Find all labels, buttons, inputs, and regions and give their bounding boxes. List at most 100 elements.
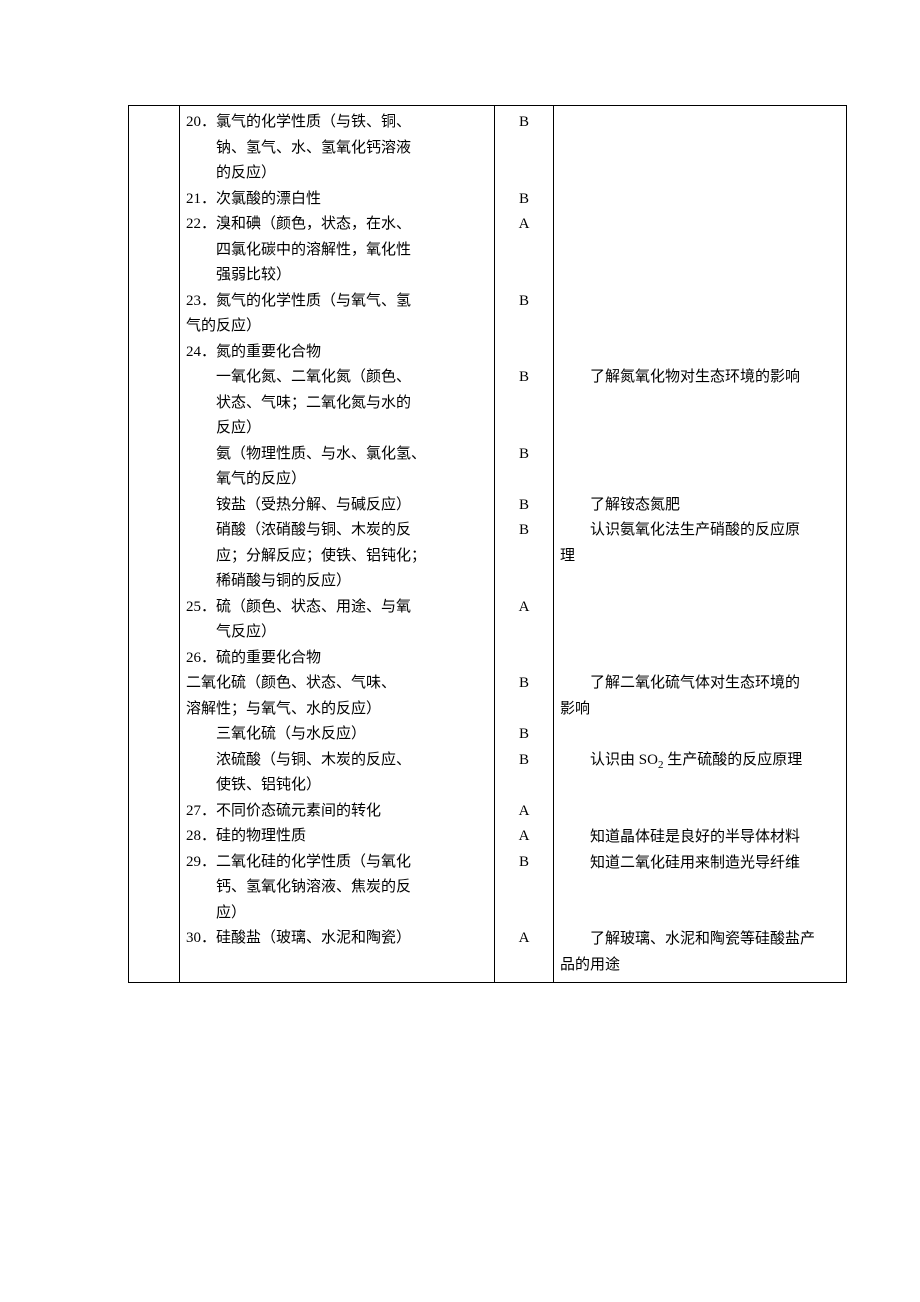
content-line: 应；分解反应；使铁、铝钝化； bbox=[186, 544, 488, 570]
content-line: 22．溴和碘（颜色，状态，在水、 bbox=[186, 212, 488, 238]
content-line: 硝酸（浓硝酸与铜、木炭的反 bbox=[186, 518, 488, 544]
level-line: A bbox=[501, 824, 547, 850]
level-line bbox=[501, 467, 547, 493]
note-line: 了解氮氧化物对生态环境的影响 bbox=[560, 365, 840, 391]
level-line: B bbox=[501, 518, 547, 544]
level-line: B bbox=[501, 110, 547, 136]
content-line: 状态、气味；二氧化氮与水的 bbox=[186, 391, 488, 417]
content-line: 强弱比较） bbox=[186, 263, 488, 289]
syllabus-table: 20．氯气的化学性质（与铁、铜、钠、氢气、水、氢氧化钙溶液的反应）21．次氯酸的… bbox=[128, 105, 847, 983]
level-line bbox=[501, 569, 547, 595]
content-line: 三氧化硫（与水反应） bbox=[186, 722, 488, 748]
content-line: 气反应） bbox=[186, 620, 488, 646]
col-d-cell: 了解氮氧化物对生态环境的影响 了解铵态氮肥认识氨氧化法生产硝酸的反应原理 了解二… bbox=[554, 106, 847, 983]
note-line: 了解二氧化硫气体对生态环境的 bbox=[560, 671, 840, 697]
level-line bbox=[501, 136, 547, 162]
level-line: B bbox=[501, 187, 547, 213]
content-line: 浓硫酸（与铜、木炭的反应、 bbox=[186, 748, 488, 774]
note-line bbox=[560, 187, 840, 213]
col-c-cell: B BA B B B BB A B BB AAB A bbox=[495, 106, 554, 983]
content-line: 26．硫的重要化合物 bbox=[186, 646, 488, 672]
level-line bbox=[501, 314, 547, 340]
note-line bbox=[560, 263, 840, 289]
content-line: 铵盐（受热分解、与碱反应） bbox=[186, 493, 488, 519]
level-line bbox=[501, 340, 547, 366]
col-c-content: B BA B B B BB A B BB AAB A bbox=[501, 110, 547, 952]
content-line: 一氧化氮、二氧化氮（颜色、 bbox=[186, 365, 488, 391]
content-line: 钙、氢氧化钠溶液、焦炭的反 bbox=[186, 875, 488, 901]
content-line: 的反应） bbox=[186, 161, 488, 187]
note-line: 认识氨氧化法生产硝酸的反应原 bbox=[560, 518, 840, 544]
note-line: 品的用途 bbox=[560, 953, 840, 979]
level-line: B bbox=[501, 365, 547, 391]
level-line: B bbox=[501, 671, 547, 697]
content-line: 使铁、铝钝化） bbox=[186, 773, 488, 799]
note-line: 知道晶体硅是良好的半导体材料 bbox=[560, 825, 840, 851]
level-line bbox=[501, 773, 547, 799]
level-line: B bbox=[501, 442, 547, 468]
content-line: 气的反应） bbox=[186, 314, 488, 340]
level-line bbox=[501, 416, 547, 442]
content-line: 稀硝酸与铜的反应） bbox=[186, 569, 488, 595]
note-line bbox=[560, 238, 840, 264]
content-line: 应） bbox=[186, 901, 488, 927]
note-line bbox=[560, 340, 840, 366]
level-line: B bbox=[501, 850, 547, 876]
col-d-content: 了解氮氧化物对生态环境的影响 了解铵态氮肥认识氨氧化法生产硝酸的反应原理 了解二… bbox=[560, 110, 840, 978]
content-line: 25．硫（颜色、状态、用途、与氧 bbox=[186, 595, 488, 621]
level-line bbox=[501, 391, 547, 417]
note-line: 了解铵态氮肥 bbox=[560, 493, 840, 519]
content-line: 四氯化碳中的溶解性，氧化性 bbox=[186, 238, 488, 264]
note-line bbox=[560, 289, 840, 315]
table-row: 20．氯气的化学性质（与铁、铜、钠、氢气、水、氢氧化钙溶液的反应）21．次氯酸的… bbox=[129, 106, 847, 983]
note-line bbox=[560, 314, 840, 340]
level-line bbox=[501, 646, 547, 672]
note-line bbox=[560, 646, 840, 672]
level-line bbox=[501, 697, 547, 723]
content-line: 二氧化硫（颜色、状态、气味、 bbox=[186, 671, 488, 697]
note-line bbox=[560, 136, 840, 162]
level-line: A bbox=[501, 926, 547, 952]
level-line bbox=[501, 161, 547, 187]
content-line: 23．氮气的化学性质（与氧气、氢 bbox=[186, 289, 488, 315]
level-line bbox=[501, 620, 547, 646]
note-line: 影响 bbox=[560, 697, 840, 723]
col-a-cell bbox=[129, 106, 180, 983]
note-line bbox=[560, 161, 840, 187]
level-line: A bbox=[501, 212, 547, 238]
level-line bbox=[501, 875, 547, 901]
note-line: 知道二氧化硅用来制造光导纤维 bbox=[560, 851, 840, 877]
level-line: A bbox=[501, 799, 547, 825]
content-line: 24．氮的重要化合物 bbox=[186, 340, 488, 366]
level-line: B bbox=[501, 722, 547, 748]
note-line bbox=[560, 442, 840, 468]
level-line bbox=[501, 901, 547, 927]
content-line: 30．硅酸盐（玻璃、水泥和陶瓷） bbox=[186, 926, 488, 952]
note-line bbox=[560, 774, 840, 800]
note-line bbox=[560, 595, 840, 621]
level-line: B bbox=[501, 289, 547, 315]
content-line: 反应） bbox=[186, 416, 488, 442]
note-line bbox=[560, 722, 840, 748]
content-line: 钠、氢气、水、氢氧化钙溶液 bbox=[186, 136, 488, 162]
note-line bbox=[560, 212, 840, 238]
level-line bbox=[501, 238, 547, 264]
note-line bbox=[560, 620, 840, 646]
note-line bbox=[560, 569, 840, 595]
content-line: 28．硅的物理性质 bbox=[186, 824, 488, 850]
note-line bbox=[560, 800, 840, 826]
content-line: 21．次氯酸的漂白性 bbox=[186, 187, 488, 213]
col-b-content: 20．氯气的化学性质（与铁、铜、钠、氢气、水、氢氧化钙溶液的反应）21．次氯酸的… bbox=[186, 110, 488, 952]
col-b-cell: 20．氯气的化学性质（与铁、铜、钠、氢气、水、氢氧化钙溶液的反应）21．次氯酸的… bbox=[180, 106, 495, 983]
note-line bbox=[560, 467, 840, 493]
level-line bbox=[501, 544, 547, 570]
note-line: 了解玻璃、水泥和陶瓷等硅酸盐产 bbox=[560, 927, 840, 953]
content-line: 20．氯气的化学性质（与铁、铜、 bbox=[186, 110, 488, 136]
level-line bbox=[501, 263, 547, 289]
level-line: B bbox=[501, 493, 547, 519]
level-line: B bbox=[501, 748, 547, 774]
content-line: 29．二氧化硅的化学性质（与氧化 bbox=[186, 850, 488, 876]
note-line: 认识由 SO2 生产硫酸的反应原理 bbox=[560, 748, 840, 775]
content-line: 27．不同价态硫元素间的转化 bbox=[186, 799, 488, 825]
note-line bbox=[560, 391, 840, 417]
